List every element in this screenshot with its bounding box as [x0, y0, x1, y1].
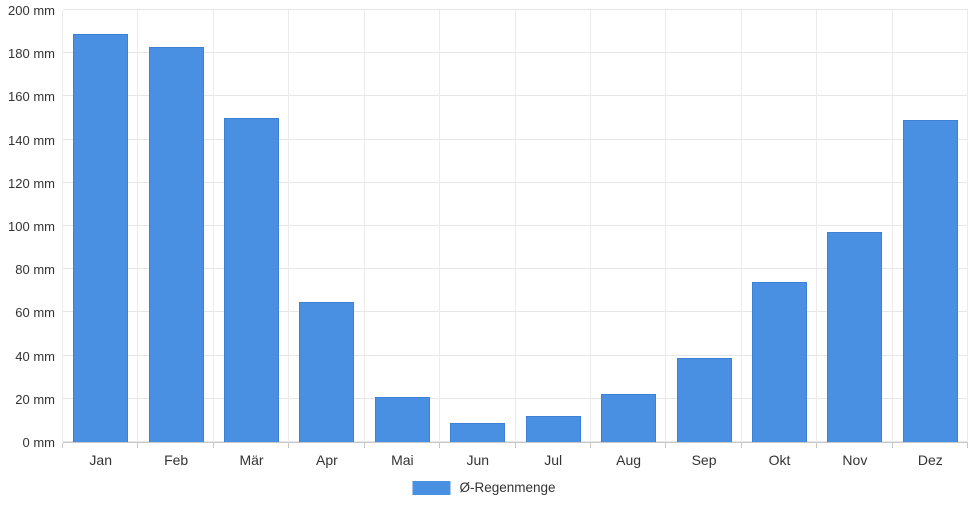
x-tick-label: Mär [239, 452, 264, 468]
plot-area [62, 9, 968, 448]
bar-mai[interactable] [374, 396, 430, 442]
x-tick-label: Dez [917, 452, 943, 468]
x-axis-tick [363, 443, 365, 448]
x-axis-tick [665, 443, 667, 448]
bar-jul[interactable] [525, 416, 581, 442]
x-tick-label: Aug [616, 452, 642, 468]
y-tick-label: 200 mm [8, 3, 55, 18]
y-tick-label: 0 mm [22, 435, 56, 450]
x-axis-tick [62, 443, 63, 448]
x-tick-label: Nov [842, 452, 868, 468]
bar-dez[interactable] [902, 120, 958, 442]
vgridline [665, 10, 667, 442]
y-tick-label: 100 mm [8, 219, 55, 234]
x-tick-label: Jun [466, 452, 490, 468]
hgridline [63, 52, 968, 54]
bar-jan[interactable] [73, 33, 129, 442]
y-tick-label: 60 mm [15, 305, 55, 321]
vgridline [363, 10, 365, 442]
x-axis-tick [212, 443, 214, 448]
bar-nov[interactable] [827, 232, 883, 442]
y-tick-label: 20 mm [15, 391, 55, 407]
hgridline [63, 9, 968, 10]
hgridline [63, 354, 968, 356]
bar-apr[interactable] [299, 301, 355, 442]
bar-aug[interactable] [601, 394, 657, 442]
hgridline [63, 441, 968, 442]
hgridline [63, 95, 968, 97]
vgridline [816, 10, 818, 442]
vgridline [740, 10, 742, 442]
x-axis-line [63, 442, 968, 443]
x-tick-label: Sep [691, 452, 717, 468]
vgridline [514, 10, 516, 442]
y-tick-label: 80 mm [15, 262, 55, 278]
vgridline [212, 10, 214, 442]
x-tick-label: Okt [768, 452, 791, 468]
x-axis-tick [514, 443, 516, 448]
x-axis-tick [740, 443, 742, 448]
x-tick-label: Jul [544, 452, 563, 468]
y-tick-label: 140 mm [8, 132, 55, 148]
vgridline [589, 10, 591, 442]
legend-label: Ø-Regenmenge [459, 480, 556, 495]
legend[interactable]: Ø-Regenmenge [412, 480, 556, 496]
hgridline [63, 225, 968, 226]
bar-okt[interactable] [751, 282, 807, 442]
hgridline [63, 138, 968, 140]
bar-jun[interactable] [450, 422, 506, 442]
hgridline [63, 181, 968, 183]
x-tick-label: Apr [316, 452, 338, 468]
vgridline [891, 10, 893, 442]
x-axis-tick [891, 443, 893, 448]
bar-mär[interactable] [224, 118, 280, 442]
bar-sep[interactable] [676, 357, 732, 442]
y-tick-label: 180 mm [8, 46, 55, 62]
x-axis-tick [589, 443, 591, 448]
legend-swatch-icon [412, 481, 451, 495]
x-axis-tick [288, 443, 290, 448]
hgridline [63, 397, 968, 399]
y-tick-label: 160 mm [8, 89, 55, 105]
x-axis-tick [816, 443, 818, 448]
bar-feb[interactable] [148, 46, 204, 442]
vgridline [137, 10, 139, 442]
x-tick-label: Feb [164, 452, 189, 468]
vgridline [62, 10, 63, 442]
vgridline [288, 10, 290, 442]
hgridline [63, 311, 968, 313]
x-tick-label: Mai [391, 452, 414, 468]
x-axis-tick [137, 443, 139, 448]
y-tick-label: 40 mm [15, 348, 55, 364]
hgridline [63, 268, 968, 270]
y-tick-label: 120 mm [8, 175, 55, 191]
x-tick-label: Jan [89, 452, 112, 468]
vgridline [439, 10, 441, 442]
x-axis-tick [439, 443, 441, 448]
